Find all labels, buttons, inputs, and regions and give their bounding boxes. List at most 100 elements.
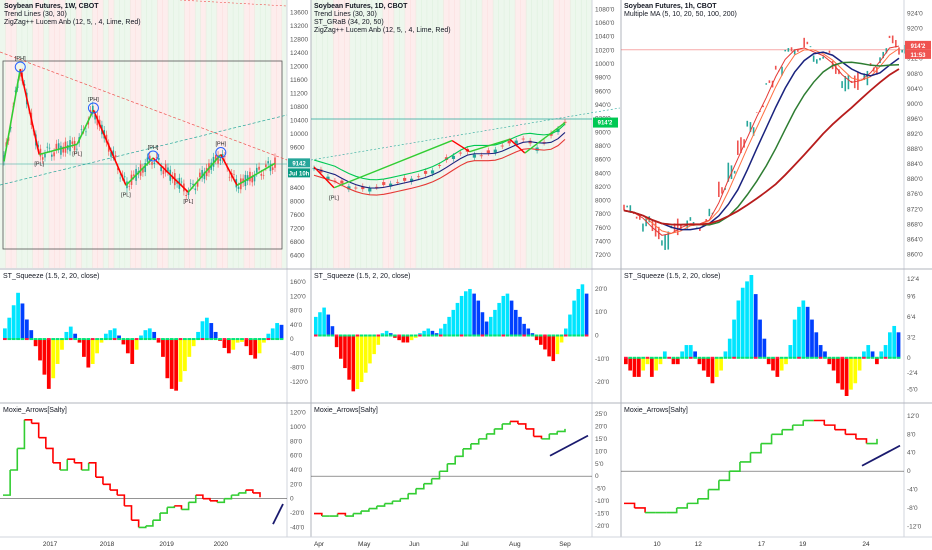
pivot-high-label: [PH] [15, 56, 26, 62]
moxie-step [124, 505, 133, 521]
moxie-step [210, 500, 218, 503]
y-tick-label: 100'0 [290, 424, 306, 431]
squeeze-bar [405, 335, 410, 343]
trend-band [382, 0, 389, 268]
moxie-step [408, 488, 417, 495]
squeeze-bar [857, 357, 862, 371]
trend-band [536, 0, 543, 268]
candle-body [695, 226, 698, 228]
trend-band [564, 0, 571, 268]
squeeze-bar [174, 339, 179, 391]
trend-band [437, 0, 444, 268]
squeeze-bar [322, 307, 326, 336]
squeeze-dot [389, 334, 393, 337]
candle-body [396, 181, 400, 183]
squeeze-dot [706, 356, 710, 359]
candle-body [267, 161, 269, 164]
time-badge-value: 11:53 [910, 53, 926, 59]
trend-band [146, 0, 153, 268]
indicator-label: ZigZag++ Lucem Anb (12, 5, , 4, Lime, Re… [314, 27, 451, 34]
squeeze-dot [99, 338, 104, 341]
y-tick-label: 0 [907, 468, 911, 475]
candle-body [228, 176, 231, 178]
squeeze-bar [771, 357, 775, 371]
squeeze-bar [862, 351, 866, 358]
trend-band [227, 0, 234, 268]
trend-band [371, 0, 378, 268]
squeeze-bar [896, 332, 901, 358]
pivot-marker [87, 102, 99, 114]
y-tick-label: 10800 [290, 104, 308, 111]
squeeze-bar [191, 339, 196, 347]
x-tick-label: 17 [758, 541, 766, 548]
time-badge [905, 49, 931, 59]
candle-body [743, 139, 745, 148]
candle-body [860, 78, 862, 80]
trend-line-down [0, 51, 288, 161]
squeeze-bar [732, 319, 736, 358]
candle-body [479, 155, 483, 157]
squeeze-bar [572, 300, 576, 336]
squeeze-dot [649, 356, 654, 359]
squeeze-bar [68, 326, 73, 340]
moxie-step [792, 420, 805, 426]
candle-body [768, 80, 771, 83]
squeeze-bar [244, 339, 249, 347]
candle-body [879, 57, 881, 64]
y-tick-label: 868'0 [907, 221, 923, 228]
candle-body [119, 177, 121, 179]
chart-title: Soybean Futures, 1D, CBOT [314, 3, 408, 10]
candle-body [114, 155, 117, 158]
candle-body [885, 48, 888, 54]
trend-band [75, 0, 82, 268]
squeeze-bar [758, 319, 762, 358]
squeeze-dot [326, 334, 331, 337]
squeeze-dot [11, 338, 16, 341]
zigzag-segment [125, 157, 154, 186]
candle-body [148, 155, 151, 161]
indicator-label: Moxie_Arrows[Salty] [3, 407, 67, 414]
y-tick-label: 4'0 [907, 450, 916, 457]
y-tick-label: 912'0 [907, 56, 923, 63]
squeeze-dot [480, 334, 485, 337]
squeeze-dot [497, 334, 501, 337]
squeeze-bar [518, 316, 522, 336]
trend-band [448, 0, 455, 268]
squeeze-bar [522, 323, 526, 336]
candle-body [107, 143, 110, 152]
squeeze-dot [628, 356, 633, 359]
squeeze-dot [680, 356, 684, 359]
squeeze-dot [384, 334, 389, 337]
y-tick-label: -120'0 [290, 379, 308, 386]
y-tick-label: 20'0 [290, 481, 302, 488]
squeeze-bar [836, 357, 840, 384]
squeeze-bar [330, 326, 335, 336]
squeeze-bar [434, 333, 439, 336]
y-tick-label: 80'0 [290, 308, 302, 315]
candle-body [702, 224, 704, 227]
y-tick-label: -80'0 [290, 365, 305, 372]
squeeze-dot [125, 338, 130, 341]
candle-body [844, 76, 847, 92]
y-tick-label: 888'0 [907, 146, 923, 153]
candle-body [521, 138, 525, 140]
trend-band [113, 0, 120, 268]
squeeze-dot [518, 334, 522, 337]
squeeze-bar [632, 357, 637, 377]
squeeze-bar [788, 345, 793, 358]
y-tick-label: 10000 [290, 131, 308, 138]
trend-band [211, 0, 218, 268]
trend-arrow [861, 444, 901, 467]
squeeze-bar [347, 335, 351, 380]
candle-body [62, 146, 65, 153]
squeeze-bar [156, 339, 161, 343]
trend-band [205, 0, 212, 268]
squeeze-bar [257, 339, 262, 354]
squeeze-bar [810, 319, 814, 358]
trend-band [410, 0, 417, 268]
squeeze-dot [165, 338, 170, 341]
squeeze-bar [784, 357, 788, 365]
squeeze-dot [688, 356, 693, 359]
squeeze-dot [16, 338, 20, 341]
moxie-step [782, 425, 794, 431]
